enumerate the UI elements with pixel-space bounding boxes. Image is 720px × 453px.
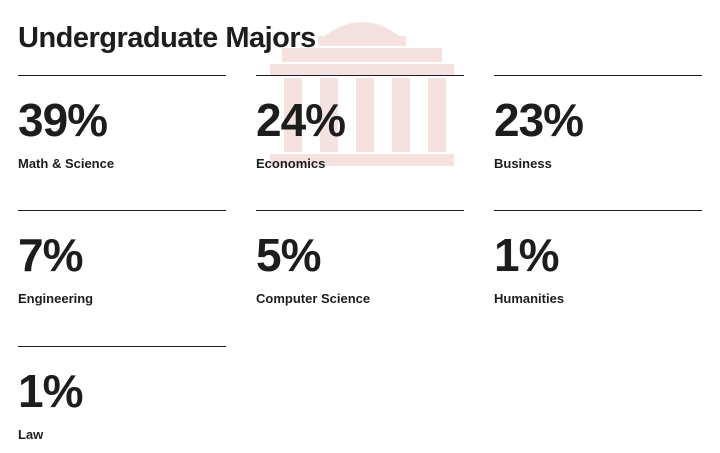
stat-computer-science: 5% Computer Science <box>256 210 464 307</box>
stat-value: 7% <box>18 229 83 281</box>
divider <box>256 75 464 76</box>
divider <box>256 210 464 211</box>
stat-label: Business <box>494 156 552 171</box>
stat-humanities: 1% Humanities <box>494 210 702 307</box>
stat-value: 5% <box>256 229 321 281</box>
stat-math-science: 39% Math & Science <box>18 75 226 172</box>
divider <box>18 346 226 347</box>
stat-label: Math & Science <box>18 156 115 171</box>
divider <box>494 75 702 76</box>
stat-value: 24% <box>256 94 346 146</box>
stat-engineering: 7% Engineering <box>18 210 226 307</box>
stat-label: Law <box>18 427 44 442</box>
stat-business: 23% Business <box>494 75 702 172</box>
stat-value: 23% <box>494 94 584 146</box>
building-columns-icon <box>270 22 454 166</box>
stat-law: 1% Law <box>18 346 226 443</box>
stat-label: Engineering <box>18 291 94 306</box>
divider <box>18 210 226 211</box>
stat-label: Economics <box>256 156 326 171</box>
stat-label: Humanities <box>494 291 565 306</box>
divider <box>18 75 226 76</box>
divider <box>494 210 702 211</box>
stat-value: 1% <box>494 229 559 281</box>
stat-value: 1% <box>18 365 83 417</box>
page-title: Undergraduate Majors <box>18 22 316 54</box>
stat-label: Computer Science <box>256 291 371 306</box>
stat-value: 39% <box>18 94 108 146</box>
stat-economics: 24% Economics <box>256 75 464 172</box>
